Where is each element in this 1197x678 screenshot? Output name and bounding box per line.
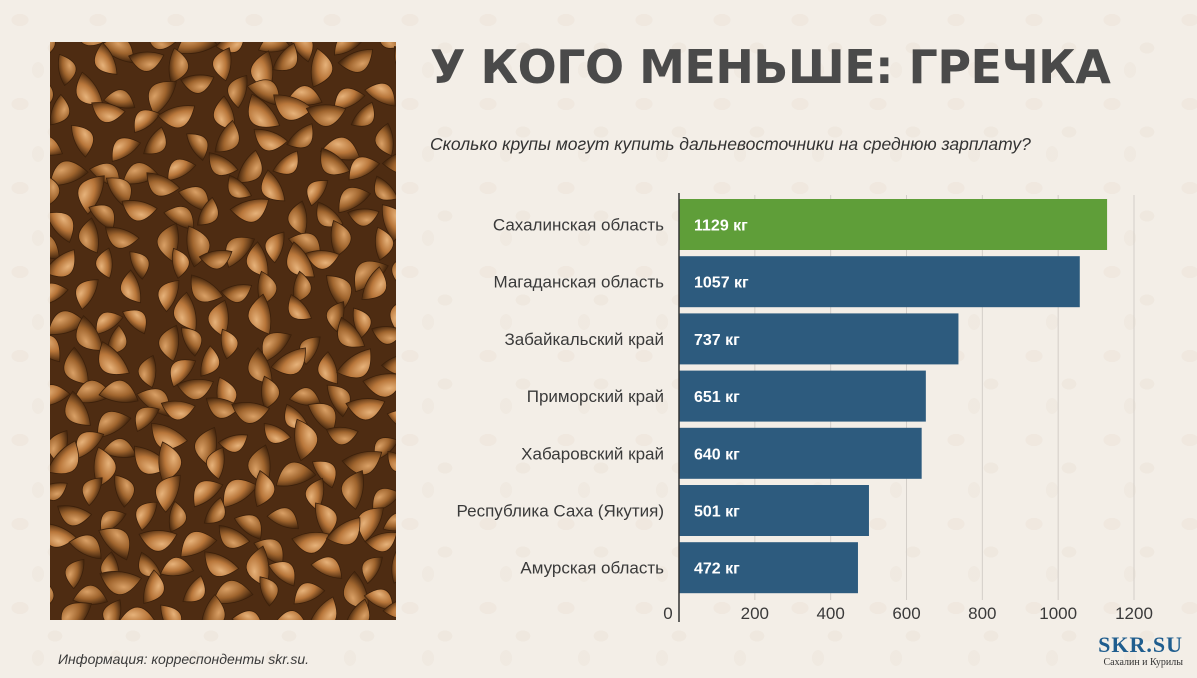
x-tick-label: 1200: [1115, 604, 1153, 623]
bar: [679, 370, 926, 422]
category-label: Амурская область: [520, 559, 664, 578]
page-title: У КОГО МЕНЬШЕ: ГРЕЧКА: [430, 40, 1111, 94]
bar-value-label: 1057 кг: [694, 275, 749, 292]
category-label: Магаданская область: [494, 273, 665, 292]
bar-value-label: 472 кг: [694, 561, 740, 578]
category-label: Хабаровский край: [521, 444, 664, 463]
x-tick-label: 1000: [1039, 604, 1077, 623]
page-subtitle: Сколько крупы могут купить дальневосточн…: [430, 134, 1031, 154]
bar: [679, 313, 959, 365]
bar-value-label: 1129 кг: [694, 218, 748, 235]
logo-subtitle: Сахалин и Курилы: [1103, 657, 1183, 668]
skr-logo[interactable]: SKR.SU Сахалин и Курилы: [1098, 634, 1183, 670]
category-label: Сахалинская область: [493, 216, 664, 235]
bar: [679, 485, 869, 536]
bar-value-label: 640 кг: [694, 446, 740, 463]
x-tick-label: 400: [816, 604, 844, 623]
x-tick-label: 0: [663, 604, 672, 623]
x-tick-label: 800: [968, 604, 996, 623]
bar: [679, 199, 1108, 250]
buckwheat-photo: [50, 42, 396, 620]
source-note: Информация: корреспонденты skr.su.: [58, 651, 310, 667]
category-label: Забайкальский край: [504, 330, 664, 349]
category-label: Республика Саха (Якутия): [457, 502, 664, 521]
bar: [679, 427, 922, 479]
buckwheat-grains-icon: [50, 42, 396, 620]
x-tick-label: 600: [892, 604, 920, 623]
bar-value-label: 737 кг: [694, 332, 740, 349]
bar-value-label: 651 кг: [694, 389, 740, 406]
bar: [679, 542, 858, 594]
logo-text: SKR.SU: [1098, 632, 1183, 657]
x-tick-label: 200: [741, 604, 769, 623]
bar-value-label: 501 кг: [694, 504, 740, 521]
category-label: Приморский край: [527, 387, 664, 406]
bar: [679, 256, 1080, 308]
